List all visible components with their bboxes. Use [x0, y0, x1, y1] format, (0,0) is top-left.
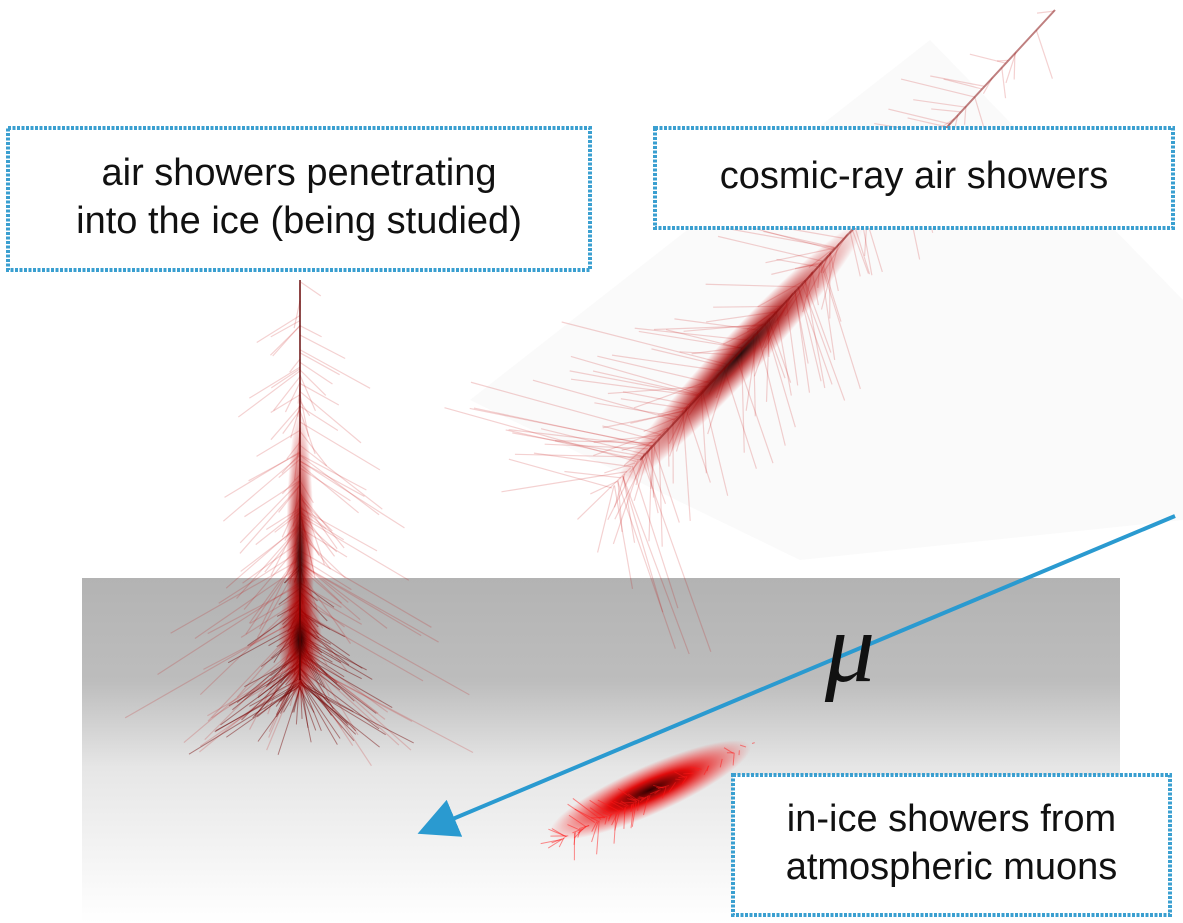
shower-branch	[1014, 53, 1015, 79]
shower-branch	[509, 459, 612, 488]
shower-branch	[300, 516, 409, 580]
label-text: into the ice (being studied)	[76, 200, 522, 242]
shower-branch	[300, 362, 332, 384]
shower-branch	[683, 773, 693, 774]
label-box	[8, 128, 590, 270]
shower-branch	[238, 371, 300, 417]
label-text: atmospheric muons	[786, 846, 1118, 888]
shower-branch	[970, 54, 1006, 63]
shower-branch	[300, 326, 322, 337]
label-box	[733, 775, 1170, 915]
label-text: in-ice showers from	[787, 798, 1116, 840]
shower-branch	[675, 779, 680, 780]
muon-symbol: μ	[824, 592, 875, 703]
shower-branch	[249, 367, 300, 398]
shower-branch	[274, 377, 300, 411]
shower-branch	[285, 383, 300, 413]
shower-branch	[271, 395, 300, 413]
label-text: air showers penetrating	[102, 152, 497, 194]
shower-branch	[300, 335, 345, 358]
shower-branch	[300, 282, 321, 296]
shower-branch	[997, 60, 1008, 61]
label-text: cosmic-ray air showers	[720, 155, 1109, 197]
shower-branch	[271, 369, 300, 388]
shower-branch	[1002, 67, 1006, 98]
shower-branch	[257, 315, 300, 342]
diagram: μ air showers penetrating into the ice (b…	[0, 0, 1183, 923]
shower-branch	[300, 383, 339, 405]
shower-branch	[695, 770, 699, 771]
shower-branch	[1036, 30, 1052, 79]
shower-branch	[300, 353, 340, 375]
shower-branch	[598, 486, 614, 553]
